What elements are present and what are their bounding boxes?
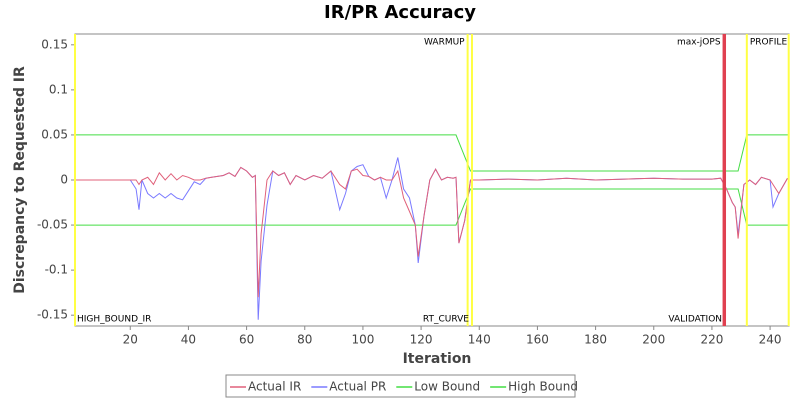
x-tick-label: 180 [584,333,607,347]
y-tick-label: 0.15 [41,37,68,51]
x-tick-label: 20 [123,333,138,347]
x-tick-label: 100 [351,333,374,347]
x-tick-label: 80 [297,333,312,347]
x-tick-label: 240 [759,333,782,347]
x-tick-label: 160 [526,333,549,347]
y-tick-label: 0.1 [49,82,68,96]
y-tick-label: 0 [60,173,68,187]
legend-label: Actual IR [248,380,301,394]
y-tick-label: 0.05 [41,127,68,141]
y-tick-label: -0.15 [37,308,68,322]
chart-title: IR/PR Accuracy [324,2,476,23]
series-line [75,188,789,226]
x-tick-label: 140 [468,333,491,347]
legend [225,374,576,398]
legend-label: Low Bound [414,380,480,394]
x-tick-label: 200 [642,333,665,347]
legend-label: Actual PR [329,380,386,394]
y-tick-label: -0.1 [45,263,68,277]
y-tick-label: -0.05 [37,218,68,232]
series-line [75,134,789,172]
marker-label: VALIDATION [668,315,722,325]
marker-label: PROFILE [750,38,788,48]
y-axis-label: Discrepancy to Requested IR [12,66,28,294]
x-tick-label: 40 [181,333,196,347]
marker-label: RT_CURVE [423,315,469,325]
x-tick-label: 220 [700,333,723,347]
marker-label: WARMUP [424,38,465,48]
x-tick-label: 120 [410,333,433,347]
marker-label: max-jOPS [677,38,721,48]
corner-label: HIGH_BOUND_IR [77,315,151,325]
series-line [75,166,788,298]
plot-area [74,33,790,327]
legend-label: High Bound [508,380,578,394]
x-axis-label: Iteration [403,351,472,367]
x-tick-label: 60 [239,333,254,347]
